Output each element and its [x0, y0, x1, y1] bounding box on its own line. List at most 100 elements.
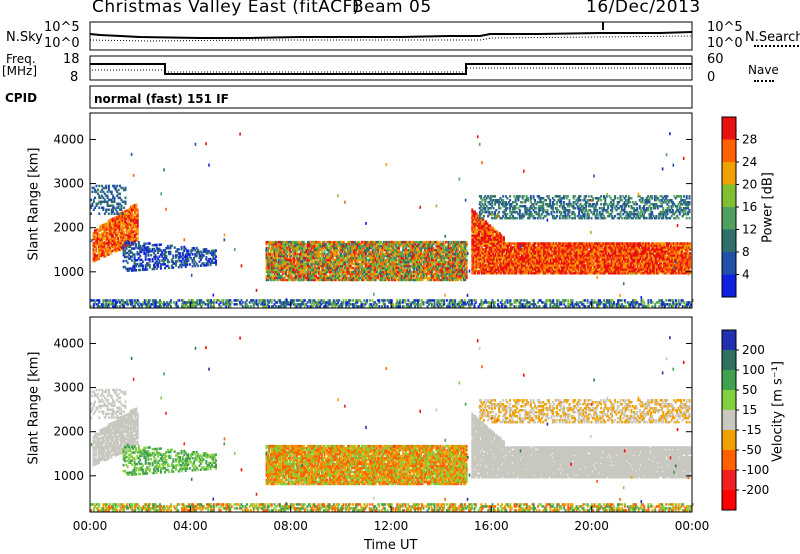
heatmap-cell [99, 229, 102, 232]
heatmap-cell [122, 242, 125, 246]
heatmap-cell [294, 254, 297, 258]
heatmap-cell [302, 260, 305, 264]
heatmap-cell [148, 250, 151, 253]
heatmap-cell [131, 213, 134, 216]
heatmap-cell [136, 232, 139, 236]
heatmap-cell [114, 220, 117, 223]
heatmap-cell [271, 270, 274, 274]
heatmap-cell [180, 263, 183, 267]
heatmap-cell [175, 250, 177, 253]
heatmap-cell [297, 272, 300, 276]
heatmap-cell [104, 242, 107, 245]
heatmap-cell [148, 264, 151, 267]
heatmap-cell [300, 246, 303, 250]
heatmap-cell [116, 190, 119, 194]
heatmap-cell [133, 208, 136, 211]
heatmap-cell [113, 236, 116, 240]
heatmap-cell [272, 248, 275, 252]
heatmap-cell [129, 231, 132, 235]
heatmap-cell [176, 260, 179, 263]
heatmap-cell [300, 248, 303, 252]
heatmap-cell [275, 256, 278, 260]
heatmap-cell [131, 242, 134, 246]
heatmap-cell [284, 264, 287, 268]
heatmap-cell [155, 267, 158, 270]
heatmap-cell [268, 260, 271, 264]
heatmap-cell [269, 256, 272, 260]
heatmap-cell [98, 255, 100, 258]
heatmap-cell [131, 229, 134, 232]
heatmap-cell [275, 270, 278, 274]
heatmap-cell [166, 246, 169, 250]
heatmap-cell [265, 240, 268, 244]
heatmap-cell [297, 274, 300, 278]
heatmap-cell [287, 274, 290, 278]
heatmap-cell [301, 252, 304, 256]
heatmap-cell [302, 250, 305, 254]
heatmap-cell [293, 264, 296, 268]
heatmap-cell [187, 249, 190, 252]
heatmap-cell [133, 211, 136, 215]
heatmap-cell [278, 252, 280, 256]
heatmap-cell [301, 274, 304, 278]
heatmap-cell [99, 227, 102, 230]
heatmap-cell [202, 262, 205, 265]
heatmap-cell [112, 204, 115, 207]
heatmap-cell [280, 240, 283, 244]
heatmap-cell [271, 272, 274, 276]
heatmap-cell [268, 274, 271, 278]
heatmap-cell [213, 251, 216, 254]
heatmap-cell [159, 243, 162, 246]
heatmap-cell [302, 264, 305, 268]
heatmap-cell [159, 263, 162, 266]
heatmap-cell [95, 190, 98, 194]
heatmap-cell [297, 260, 300, 264]
heatmap-cell [289, 260, 291, 264]
heatmap-cell [135, 237, 138, 240]
heatmap-cell [103, 235, 106, 238]
heatmap-cell [133, 255, 136, 258]
heatmap-cell [96, 228, 99, 231]
heatmap-cell [290, 274, 293, 278]
heatmap-cell [166, 264, 169, 268]
heatmap-cell [286, 266, 289, 270]
heatmap-cell [287, 278, 290, 282]
heatmap-cell [135, 203, 138, 206]
heatmap-cell [168, 252, 171, 256]
heatmap-cell [300, 240, 303, 244]
heatmap-cell [286, 240, 289, 244]
heatmap-cell [107, 198, 110, 202]
heatmap-cell [147, 264, 150, 267]
heatmap-cell [284, 240, 287, 244]
heatmap-cell [121, 235, 124, 238]
heatmap-cell [295, 264, 298, 268]
heatmap-cell [304, 276, 307, 280]
heatmap-cell [286, 242, 289, 246]
heatmap-cell [104, 224, 107, 228]
heatmap-cell [165, 247, 168, 250]
heatmap-cell [272, 242, 275, 246]
heatmap-cell [293, 258, 296, 262]
heatmap-cell [96, 238, 99, 241]
heatmap-cell [102, 237, 105, 241]
heatmap-cell [291, 246, 294, 250]
heatmap-cell [131, 233, 134, 236]
heatmap-cell [305, 256, 308, 260]
heatmap-cell [127, 230, 129, 234]
heatmap-cell [280, 262, 283, 266]
heatmap-cell [283, 276, 286, 280]
heatmap-cell [137, 268, 140, 272]
heatmap-cell [114, 188, 117, 192]
heatmap-cell [125, 221, 128, 224]
heatmap-cell [271, 268, 274, 272]
heatmap-cell [114, 234, 117, 237]
heatmap-cell [282, 252, 285, 256]
heatmap-cell [102, 251, 105, 255]
heatmap-cell [127, 236, 129, 240]
heatmap-cell [104, 234, 107, 238]
heatmap-cell [140, 248, 143, 252]
cpid-label: CPID [5, 91, 38, 105]
heatmap-cell [141, 260, 144, 263]
heatmap-cell [286, 246, 289, 250]
heatmap-cell [121, 245, 124, 248]
